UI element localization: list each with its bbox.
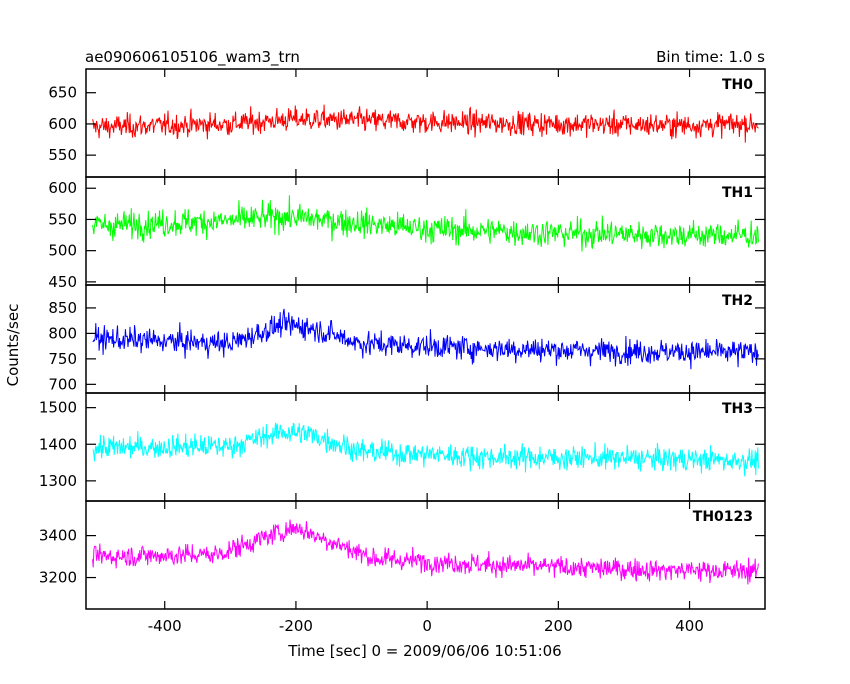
y-tick-label: 1500: [39, 399, 77, 417]
chart-title: ae090606105106_wam3_trn: [85, 48, 300, 67]
y-axis-label: Counts/sec: [4, 304, 22, 387]
series-line-th2: [92, 308, 759, 370]
x-axis-label: Time [sec] 0 = 2009/06/06 10:51:06: [287, 642, 561, 660]
chart-subtitle: Bin time: 1.0 s: [656, 48, 765, 66]
y-tick-label: 1300: [39, 472, 77, 490]
panel-label-th1: TH1: [722, 185, 753, 201]
y-tick-label: 850: [48, 299, 77, 317]
panel-frame-th0123: [85, 500, 766, 610]
y-tick-label: 800: [48, 324, 77, 342]
y-tick-label: 600: [48, 115, 77, 133]
x-tick-label: 400: [675, 617, 704, 635]
y-tick-label: 3200: [39, 569, 77, 587]
y-tick-label: 3400: [39, 527, 77, 545]
y-tick-label: 750: [48, 350, 77, 368]
series-line-th1: [92, 195, 759, 252]
x-tick-label: 200: [544, 617, 573, 635]
x-tick-label: -200: [279, 617, 313, 635]
panel-label-th2: TH2: [722, 293, 753, 309]
y-tick-label: 450: [48, 273, 77, 291]
panel-label-th0123: TH0123: [693, 509, 753, 525]
y-tick-label: 700: [48, 375, 77, 393]
panel-label-th0: TH0: [722, 77, 753, 93]
panel-label-th3: TH3: [722, 401, 753, 417]
y-tick-label: 650: [48, 84, 77, 102]
y-tick-label: 550: [48, 146, 77, 164]
series-line-th3: [92, 422, 759, 477]
x-tick-label: 0: [422, 617, 432, 635]
y-tick-label: 550: [48, 210, 77, 228]
panels-group: 550 600 650 TH0 450 500 550 600 TH1 700 750 800 850 T…: [39, 68, 766, 635]
series-line-th0123: [92, 519, 759, 585]
y-tick-label: 600: [48, 179, 77, 197]
y-tick-label: 500: [48, 242, 77, 260]
y-tick-label: 1400: [39, 435, 77, 453]
series-line-th0: [92, 104, 759, 143]
panel-frame-th3: [85, 392, 766, 502]
x-tick-label: -400: [148, 617, 182, 635]
